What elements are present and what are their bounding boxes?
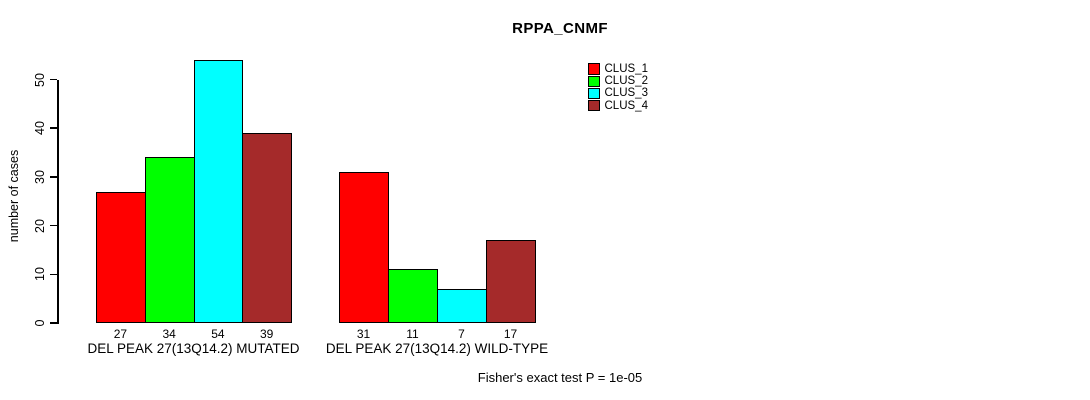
legend-item-clus_3: CLUS_3 <box>588 87 648 99</box>
bar-clus_2-group2 <box>388 269 438 323</box>
bar-value-label: 17 <box>503 327 518 341</box>
bar-clus_2-group1 <box>144 157 195 323</box>
legend-item-clus_4: CLUS_4 <box>588 100 648 112</box>
legend-item-clus_2: CLUS_2 <box>588 75 648 87</box>
y-tick-mark <box>50 176 58 178</box>
y-tick-label: 40 <box>33 121 47 136</box>
y-tick-mark <box>50 127 58 129</box>
fisher-test-annotation: Fisher's exact test P = 1e-05 <box>477 370 643 385</box>
bar-clus_3-group1 <box>193 60 244 323</box>
legend-label: CLUS_3 <box>604 87 648 100</box>
bar-value-label: 34 <box>162 327 176 341</box>
legend-swatch <box>588 99 600 112</box>
legend-swatch <box>588 87 600 100</box>
legend-swatch <box>588 63 600 75</box>
x-group-label: DEL PEAK 27(13Q14.2) MUTATED <box>87 341 300 356</box>
bar-value-label: 31 <box>356 327 371 341</box>
bar-value-label: 7 <box>458 327 465 341</box>
y-axis-label: number of cases <box>7 149 21 243</box>
y-tick-mark <box>50 78 58 81</box>
bar-clus_4-group1 <box>242 133 292 323</box>
y-tick-mark <box>50 224 58 227</box>
bar-value-label: 54 <box>211 327 225 341</box>
y-axis-line <box>57 79 59 324</box>
legend-label: CLUS_1 <box>604 63 648 76</box>
bar-value-label: 11 <box>406 327 419 341</box>
legend: CLUS_1 CLUS_2 CLUS_3 CLUS_4 <box>588 63 648 112</box>
legend-label: CLUS_2 <box>604 75 648 88</box>
chart-title: RPPA_CNMF <box>512 20 608 37</box>
y-tick-mark <box>50 322 58 324</box>
bar-clus_1-group1 <box>96 191 146 323</box>
y-tick-label: 30 <box>33 169 47 184</box>
legend-swatch <box>588 75 600 88</box>
y-tick-mark <box>50 273 58 276</box>
x-group-label: DEL PEAK 27(13Q14.2) WILD-TYPE <box>325 341 549 356</box>
bar-clus_4-group2 <box>486 240 536 323</box>
y-tick-label: 10 <box>33 267 47 282</box>
y-tick-label: 20 <box>33 218 47 233</box>
bar-value-label: 27 <box>113 327 128 341</box>
bar-clus_1-group2 <box>339 172 389 323</box>
bar-clus_3-group2 <box>437 288 487 323</box>
legend-item-clus_1: CLUS_1 <box>588 63 648 75</box>
bar-value-label: 39 <box>259 327 274 341</box>
y-tick-label: 0 <box>33 319 47 327</box>
y-tick-label: 50 <box>33 72 47 87</box>
legend-label: CLUS_4 <box>604 99 648 112</box>
